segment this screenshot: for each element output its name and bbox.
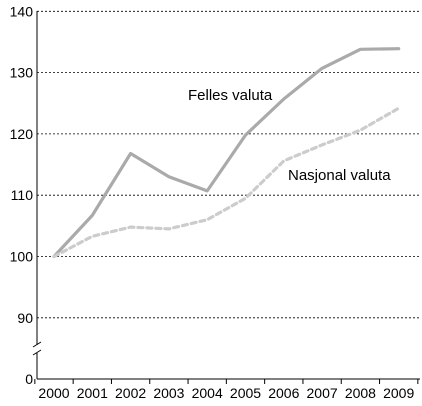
y-tick-label-100: 100	[10, 249, 34, 265]
series-label-nasjonal-valuta: Nasjonal valuta	[288, 167, 391, 184]
series-lines	[52, 47, 401, 259]
x-tick-label-2009: 2009	[383, 385, 414, 401]
y-tick-label-90: 90	[17, 310, 33, 326]
y-tick-label-0: 0	[25, 371, 33, 387]
series-label-felles-valuta: Felles valuta	[188, 87, 273, 104]
tick-labels: 0 90 100 110 120 130 140 2000 2001 2002 2003 2004 20…	[10, 3, 415, 401]
y-tick-label-140: 140	[10, 3, 34, 19]
x-tick-label-2007: 2007	[307, 385, 338, 401]
axis-break-mark-1	[32, 341, 42, 348]
grid-lines	[37, 10, 420, 319]
x-tick-label-2003: 2003	[153, 385, 184, 401]
x-tick-label-2008: 2008	[345, 385, 376, 401]
x-tick-label-2004: 2004	[192, 385, 223, 401]
series-line-nasjonal-valuta	[52, 106, 401, 259]
axes	[32, 11, 420, 384]
y-tick-label-130: 130	[10, 65, 34, 81]
x-tick-label-2006: 2006	[268, 385, 299, 401]
x-tick-label-2000: 2000	[38, 385, 69, 401]
series-line-felles-valuta	[52, 47, 401, 259]
y-tick-label-120: 120	[10, 126, 34, 142]
x-tick-label-2005: 2005	[230, 385, 261, 401]
x-tick-label-2001: 2001	[77, 385, 108, 401]
axis-break-mark-2	[32, 349, 42, 356]
y-tick-label-110: 110	[11, 187, 34, 203]
x-tick-label-2002: 2002	[115, 385, 146, 401]
series-labels: Felles valuta Nasjonal valuta	[188, 87, 391, 184]
